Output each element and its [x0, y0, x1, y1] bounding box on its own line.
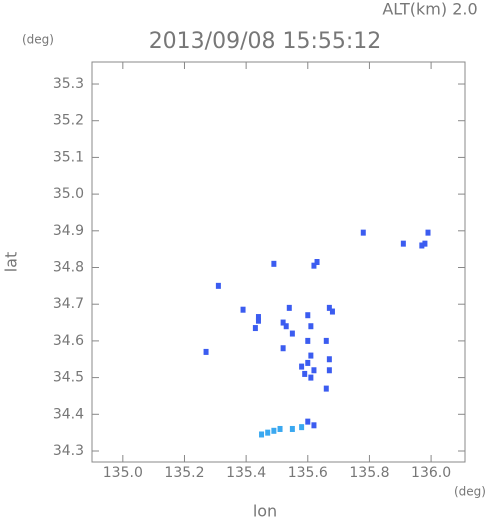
- x-unit: (deg): [454, 485, 486, 499]
- echo-cell: [329, 308, 335, 315]
- x-tick-label: 135.6: [288, 465, 328, 481]
- x-tick-label: 135.2: [164, 465, 204, 481]
- echo-cell: [289, 425, 295, 432]
- echo-cell: [422, 240, 428, 247]
- x-tick-label: 136.0: [411, 465, 451, 481]
- echo-cell: [323, 385, 329, 392]
- x-tick-label: 135.4: [226, 465, 266, 481]
- echo-cell: [252, 325, 258, 332]
- echo-cell: [308, 374, 314, 381]
- echo-cell: [280, 345, 286, 352]
- echo-cell: [299, 363, 305, 370]
- y-tick-label: 34.3: [53, 443, 84, 459]
- echo-cell: [240, 306, 246, 313]
- echo-cell: [308, 323, 314, 330]
- y-tick-label: 35.0: [53, 186, 84, 202]
- echo-cell: [326, 304, 332, 311]
- y-tick-label: 34.4: [53, 406, 84, 422]
- echo-cell: [215, 282, 221, 289]
- echo-cell: [400, 240, 406, 247]
- echo-cell: [302, 370, 308, 377]
- y-tick-label: 35.1: [53, 149, 84, 165]
- chart-title: 2013/09/08 15:55:12: [149, 29, 382, 54]
- echo-cell: [277, 425, 283, 432]
- echo-cell: [305, 312, 311, 319]
- altitude-label: ALT(km) 2.0: [382, 0, 477, 19]
- echo-cell: [271, 260, 277, 267]
- echo-cell: [289, 330, 295, 337]
- echo-cell: [280, 319, 286, 326]
- x-axis-label: lon: [253, 502, 277, 521]
- echo-cell: [425, 229, 431, 236]
- y-tick-label: 34.5: [53, 370, 84, 386]
- x-tick-label: 135.8: [349, 465, 389, 481]
- y-tick-label: 34.7: [53, 296, 84, 312]
- echo-cell: [286, 304, 292, 311]
- echo-cell: [305, 418, 311, 425]
- y-unit: (deg): [22, 33, 54, 47]
- echo-cell: [360, 229, 366, 236]
- y-tick-label: 34.8: [53, 260, 84, 276]
- echo-cell: [311, 422, 317, 429]
- echo-cell: [314, 259, 320, 265]
- echo-cell: [305, 337, 311, 344]
- echo-cell: [255, 314, 261, 321]
- echo-cell: [308, 352, 314, 359]
- x-tick-label: 135.0: [103, 465, 143, 481]
- echo-cell: [323, 337, 329, 344]
- echo-cell: [259, 431, 265, 438]
- echo-cell: [326, 367, 332, 374]
- echo-cell: [265, 429, 271, 436]
- y-tick-label: 35.3: [53, 76, 84, 92]
- echo-cell: [203, 348, 209, 355]
- y-tick-label: 34.6: [53, 333, 84, 349]
- y-tick-label: 34.9: [53, 223, 84, 239]
- echo-cell: [299, 424, 305, 431]
- echo-cell: [311, 262, 317, 269]
- y-axis-label: lat: [2, 252, 21, 273]
- echo-cell: [311, 367, 317, 374]
- echo-cell: [271, 427, 277, 434]
- echo-cell: [419, 242, 425, 249]
- echo-cell: [283, 323, 289, 330]
- echo-cell: [305, 359, 311, 366]
- echo-cell: [255, 317, 261, 324]
- echo-cell: [326, 356, 332, 363]
- y-tick-label: 35.2: [53, 113, 84, 129]
- plot-frame: [91, 61, 466, 463]
